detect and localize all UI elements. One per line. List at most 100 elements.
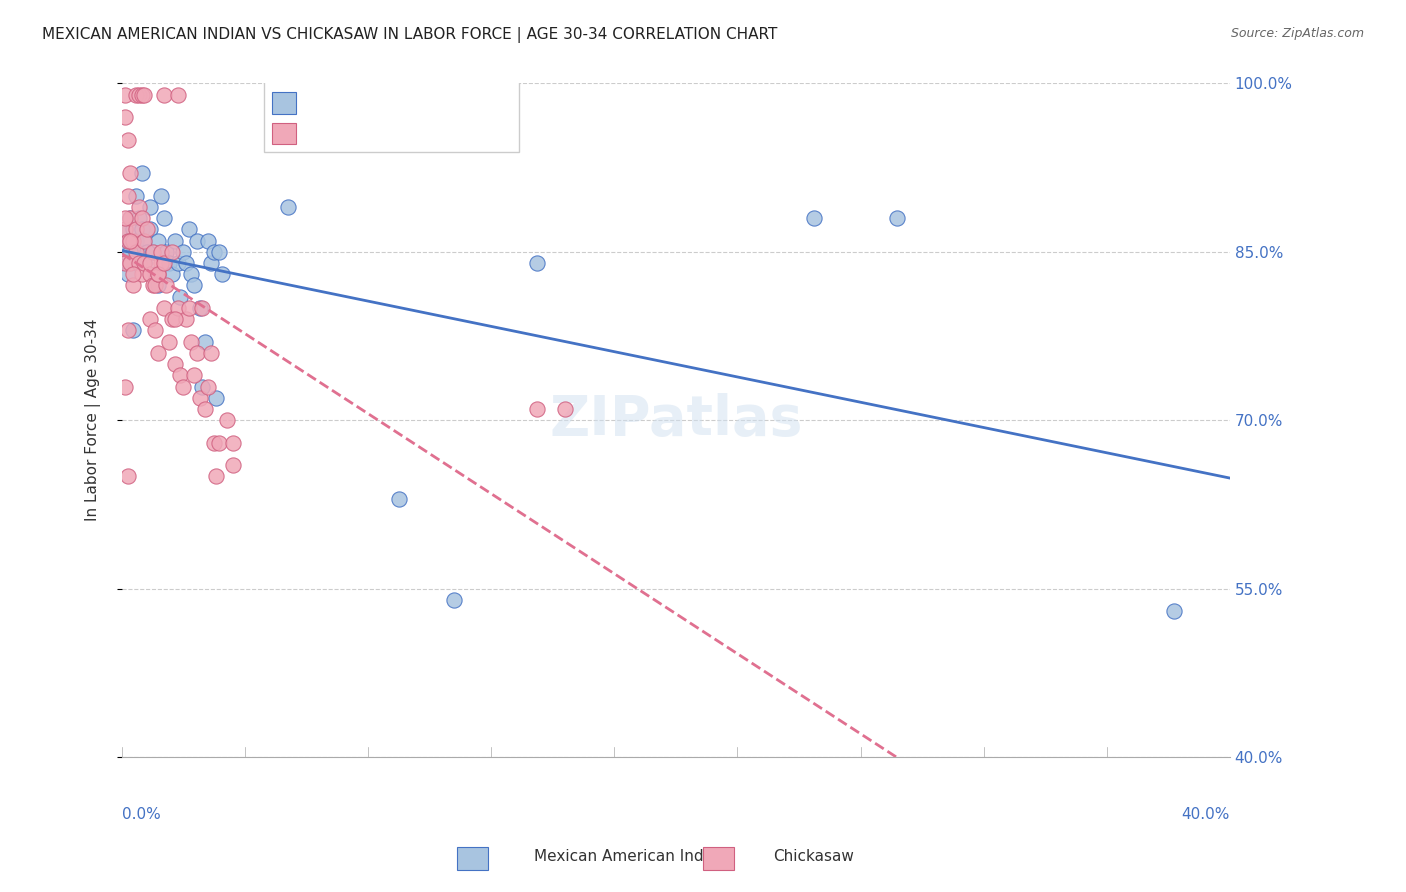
Point	[180, 334, 202, 349]
FancyBboxPatch shape	[271, 92, 297, 114]
Point	[146, 346, 169, 360]
Point	[149, 188, 172, 202]
Point	[146, 267, 169, 281]
Point	[152, 256, 174, 270]
Point	[146, 234, 169, 248]
Point	[172, 379, 194, 393]
Point	[128, 244, 150, 259]
Point	[139, 200, 162, 214]
Point	[183, 278, 205, 293]
Point	[139, 222, 162, 236]
Point	[125, 87, 148, 102]
Point	[122, 234, 145, 248]
Point	[120, 234, 142, 248]
Point	[152, 87, 174, 102]
Point	[526, 401, 548, 416]
Point	[128, 211, 150, 226]
Point	[191, 379, 214, 393]
Point	[134, 256, 156, 270]
Point	[222, 458, 245, 472]
Point	[120, 234, 142, 248]
Point	[117, 132, 139, 146]
Point	[117, 188, 139, 202]
Point	[172, 244, 194, 259]
Point	[152, 211, 174, 226]
Point	[143, 278, 166, 293]
Point	[131, 211, 153, 226]
Point	[134, 234, 156, 248]
Text: R = 0.156   N = 56: R = 0.156 N = 56	[305, 100, 463, 119]
Text: R = 0.184   N = 75: R = 0.184 N = 75	[305, 130, 463, 149]
Point	[197, 379, 219, 393]
Text: Mexican American Indians: Mexican American Indians	[534, 849, 735, 863]
Point	[143, 323, 166, 337]
Point	[526, 256, 548, 270]
Point	[122, 278, 145, 293]
Point	[191, 301, 214, 315]
Text: ZIPatlas: ZIPatlas	[550, 393, 803, 447]
Point	[122, 323, 145, 337]
Point	[202, 435, 225, 450]
Text: 40.0%: 40.0%	[1181, 807, 1230, 822]
Text: Source: ZipAtlas.com: Source: ZipAtlas.com	[1230, 27, 1364, 40]
Point	[200, 346, 222, 360]
Point	[183, 368, 205, 383]
Point	[136, 244, 159, 259]
Point	[149, 244, 172, 259]
Point	[117, 234, 139, 248]
Point	[117, 256, 139, 270]
Point	[211, 267, 233, 281]
Point	[134, 87, 156, 102]
Point	[122, 244, 145, 259]
Point	[125, 188, 148, 202]
Point	[142, 244, 165, 259]
Point	[117, 323, 139, 337]
Point	[125, 244, 148, 259]
Point	[174, 256, 197, 270]
Point	[114, 379, 136, 393]
Point	[177, 222, 200, 236]
Point	[114, 256, 136, 270]
Point	[134, 256, 156, 270]
Point	[114, 222, 136, 236]
Point	[114, 222, 136, 236]
Y-axis label: In Labor Force | Age 30-34: In Labor Force | Age 30-34	[86, 319, 101, 522]
Point	[186, 346, 208, 360]
Point	[139, 312, 162, 326]
Point	[194, 401, 217, 416]
Point	[166, 87, 188, 102]
Point	[128, 256, 150, 270]
Point	[120, 244, 142, 259]
Point	[277, 200, 299, 214]
Point	[188, 391, 211, 405]
Point	[142, 278, 165, 293]
Point	[166, 301, 188, 315]
Point	[160, 267, 183, 281]
Point	[122, 267, 145, 281]
Point	[128, 200, 150, 214]
Point	[139, 267, 162, 281]
Point	[160, 244, 183, 259]
Point	[208, 244, 231, 259]
FancyBboxPatch shape	[264, 81, 519, 153]
Point	[134, 234, 156, 248]
Point	[146, 278, 169, 293]
Point	[149, 256, 172, 270]
Point	[120, 166, 142, 180]
Point	[160, 312, 183, 326]
Point	[117, 267, 139, 281]
Point	[120, 256, 142, 270]
Point	[142, 244, 165, 259]
Point	[803, 211, 825, 226]
Point	[886, 211, 908, 226]
Point	[120, 211, 142, 226]
Point	[157, 334, 180, 349]
Point	[114, 87, 136, 102]
Text: Chickasaw: Chickasaw	[773, 849, 855, 863]
Point	[157, 256, 180, 270]
Point	[186, 234, 208, 248]
Point	[217, 413, 239, 427]
Point	[177, 301, 200, 315]
Point	[1163, 604, 1185, 618]
Point	[136, 222, 159, 236]
